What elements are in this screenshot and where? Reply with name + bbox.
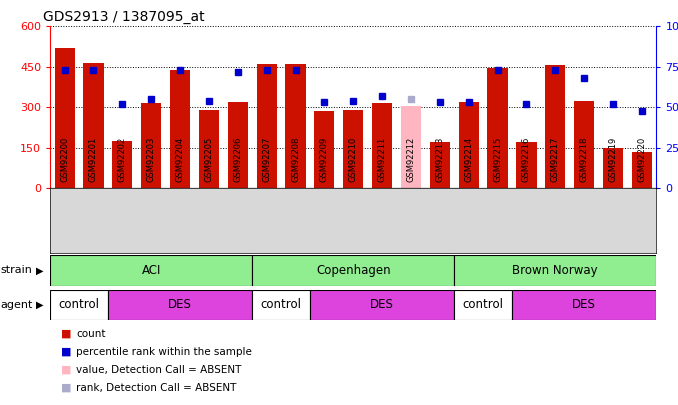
Bar (50, 255, 252, 286)
Text: ■: ■ (61, 365, 71, 375)
Text: DES: DES (168, 298, 192, 311)
Bar (574, 100, 594, 188)
Text: control: control (462, 298, 504, 311)
Bar (603, 148, 623, 188)
Text: Brown Norway: Brown Norway (513, 264, 598, 277)
Text: ▶: ▶ (36, 265, 43, 275)
Bar (487, 68, 508, 188)
Text: percentile rank within the sample: percentile rank within the sample (76, 347, 252, 357)
Text: ■: ■ (61, 329, 71, 339)
Bar (83, 63, 104, 188)
Text: ■: ■ (61, 383, 71, 392)
Bar (632, 152, 652, 188)
Text: ■: ■ (61, 347, 71, 357)
Bar (458, 102, 479, 188)
Bar (315, 111, 334, 188)
Text: value, Detection Call = ABSENT: value, Detection Call = ABSENT (76, 365, 241, 375)
Bar (545, 66, 565, 188)
Text: rank, Detection Call = ABSENT: rank, Detection Call = ABSENT (76, 383, 237, 392)
Bar (430, 143, 450, 188)
Bar (454, 255, 656, 286)
Text: GDS2913 / 1387095_at: GDS2913 / 1387095_at (43, 10, 205, 24)
Bar (256, 64, 277, 188)
Text: count: count (76, 329, 106, 339)
Text: Copenhagen: Copenhagen (316, 264, 391, 277)
Bar (310, 290, 454, 320)
Bar (108, 290, 252, 320)
Bar (113, 141, 132, 188)
Text: control: control (58, 298, 100, 311)
Text: control: control (260, 298, 302, 311)
Text: ▶: ▶ (36, 300, 43, 310)
Bar (372, 103, 392, 188)
Bar (401, 106, 421, 188)
Bar (252, 290, 310, 320)
Bar (228, 102, 248, 188)
Bar (343, 110, 363, 188)
Bar (50, 290, 108, 320)
Text: agent: agent (1, 300, 33, 310)
Bar (454, 290, 512, 320)
Bar (141, 103, 161, 188)
Text: ACI: ACI (142, 264, 161, 277)
Bar (54, 48, 75, 188)
Bar (199, 110, 219, 188)
Bar (285, 64, 306, 188)
Bar (517, 143, 536, 188)
Text: DES: DES (370, 298, 394, 311)
Text: strain: strain (1, 265, 33, 275)
Bar (252, 255, 454, 286)
Bar (512, 290, 656, 320)
Text: DES: DES (572, 298, 596, 311)
Bar (170, 70, 190, 188)
